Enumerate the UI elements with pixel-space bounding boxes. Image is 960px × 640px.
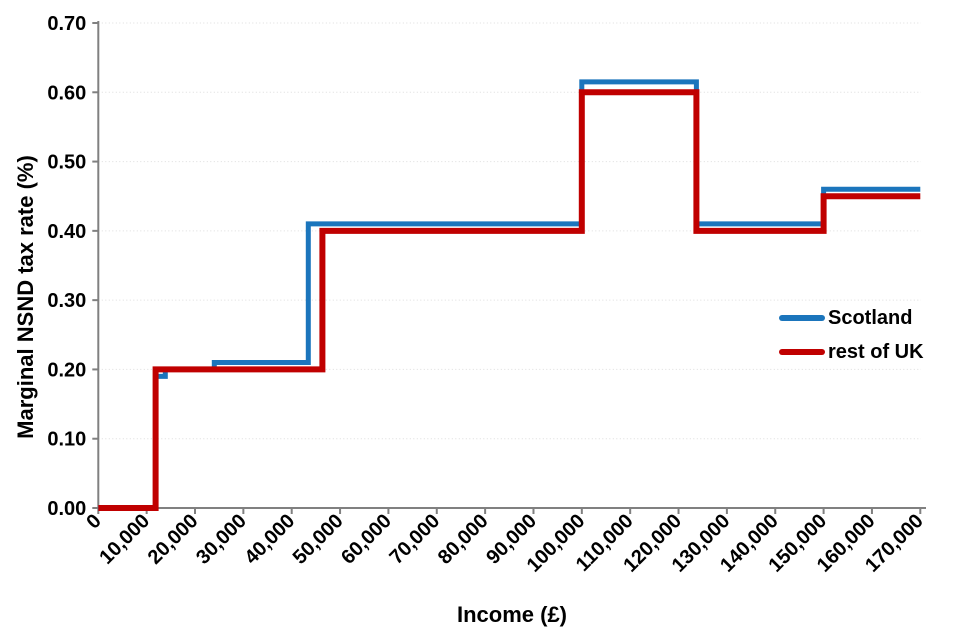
x-tick-label: 30,000 <box>192 510 251 569</box>
y-tick-label: 0.30 <box>47 290 86 312</box>
y-tick-label: 0.10 <box>47 429 86 451</box>
y-tick-labels: 0.00 0.10 0.20 0.30 0.40 0.50 0.60 0.70 <box>47 13 86 520</box>
y-tick-label: 0.60 <box>47 82 86 104</box>
x-tick-label: 80,000 <box>434 510 493 569</box>
legend: Scotland rest of UK <box>779 306 924 364</box>
legend-item-scotland: Scotland <box>779 306 924 330</box>
y-tick-label: 0.20 <box>47 359 86 381</box>
y-axis-title: Marginal NSND tax rate (%) <box>13 155 38 439</box>
y-tick-label: 0.70 <box>47 13 86 35</box>
legend-swatch-scotland <box>779 315 825 321</box>
series-lines <box>98 79 921 511</box>
y-tick-label: 0.00 <box>47 498 86 520</box>
scotland-line <box>98 79 921 511</box>
y-tick-label: 0.50 <box>47 152 86 174</box>
x-tick-label: 20,000 <box>144 510 203 569</box>
x-tick-label: 70,000 <box>385 510 444 569</box>
legend-label-rest-of-uk: rest of UK <box>828 340 924 363</box>
legend-swatch-rest-of-uk <box>779 349 825 355</box>
x-tick-label: 10,000 <box>95 510 154 569</box>
rest-of-uk-line <box>98 89 921 511</box>
x-tick-label: 40,000 <box>240 510 299 569</box>
x-tick-labels: 010,00020,00030,00040,00050,00060,00070,… <box>82 510 927 577</box>
legend-item-rest-of-uk: rest of UK <box>779 340 924 364</box>
y-tick-label: 0.40 <box>47 221 86 243</box>
x-tick-label: 50,000 <box>289 510 348 569</box>
x-axis-title: Income (£) <box>456 602 568 627</box>
x-tick-label: 60,000 <box>337 510 396 569</box>
legend-label-scotland: Scotland <box>828 306 913 329</box>
axes <box>92 21 926 514</box>
